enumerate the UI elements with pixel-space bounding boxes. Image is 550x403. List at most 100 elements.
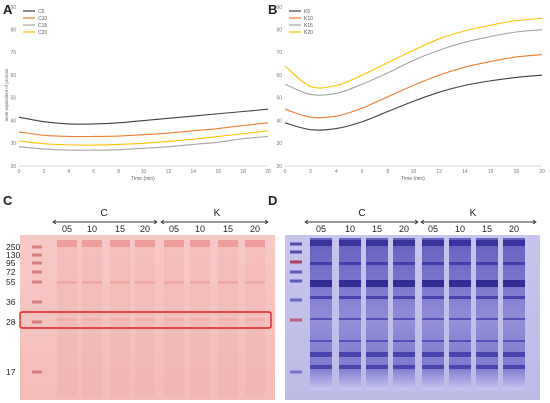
chartB-series-line-k20	[284, 17, 543, 89]
gel-c-band	[135, 281, 155, 284]
gelC-group-arrow-right-c	[153, 219, 158, 225]
gelC-group-label-k: K	[214, 208, 221, 219]
gel-c-well-band	[190, 240, 210, 247]
gel-c-band	[82, 318, 102, 321]
gel-d-band	[449, 365, 471, 369]
chartA-series-line-c10	[18, 122, 269, 138]
gel-d-band	[310, 340, 332, 342]
gelC-lane-label: 10	[195, 224, 205, 234]
chart-b: 20 30 40 50 60 70 80 90 0 2 4 6 8 10 12 14 16 18 20 K5K10…	[276, 5, 545, 182]
gel-d-band	[503, 280, 525, 287]
gel-d-band	[339, 365, 361, 369]
gel-d-band	[503, 240, 525, 246]
gel-d-band	[366, 340, 388, 342]
gelC-group-arrow-left-k	[160, 219, 165, 225]
gel-d-band	[366, 240, 388, 246]
chart-b-x-ticks: 0 2 4 6 8 10 12 14 16 18 20	[284, 169, 545, 175]
gel-d-band	[366, 280, 388, 287]
chartB-legend-label-k10: K10	[304, 16, 313, 22]
chartA-y-tick-label: 30	[10, 141, 16, 147]
chart-b-y-ticks: 20 30 40 50 60 70 80 90	[276, 5, 282, 170]
gelD-lane-label: 20	[399, 224, 409, 234]
gel-c-lane	[190, 247, 210, 397]
chartA-x-tick-label: 12	[166, 169, 172, 175]
gel-d-band	[310, 280, 332, 287]
gelD-group-arrow-left-k	[420, 219, 425, 225]
gel-c-well-band	[57, 240, 77, 247]
chartB-legend-label-k20: K20	[304, 30, 313, 36]
gel-c-marker-label: 36	[6, 297, 16, 307]
gel-c-ladder-band	[32, 320, 42, 324]
gel-c-band	[218, 281, 238, 284]
gel-d-band	[503, 318, 525, 320]
gel-c-marker-label: 17	[6, 367, 16, 377]
gel-c-lane	[82, 247, 102, 397]
gel-c-ladder-band	[32, 280, 42, 284]
gel-c-well-band	[135, 240, 155, 247]
chartA-y-tick-label: 70	[10, 50, 16, 56]
gel-c-ladder-band	[32, 261, 42, 265]
gelC-lane-label: 05	[62, 224, 72, 234]
chartB-x-tick-label: 0	[284, 169, 287, 175]
chartA-legend-label-c10: C10	[38, 16, 47, 22]
gel-d-ladder-band	[290, 260, 302, 264]
chartB-series-line-k10	[284, 54, 543, 119]
gel-d-band	[476, 240, 498, 246]
chartB-legend-label-k15: K15	[304, 23, 313, 29]
chartB-x-tick-label: 20	[539, 169, 545, 175]
gel-c-highlight-box	[19, 311, 272, 329]
gelC-lane-label: 10	[87, 224, 97, 234]
gelD-lane-label: 15	[482, 224, 492, 234]
gel-c-band	[82, 281, 102, 284]
chart-a-y-axis-label: mole equivalent of protons	[4, 68, 9, 122]
gel-d-band	[339, 352, 361, 357]
gel-c-well-band	[110, 240, 130, 247]
gelD-group-arrow-left-c	[304, 219, 309, 225]
gel-d-band	[310, 318, 332, 320]
gel-c-band	[245, 318, 265, 321]
chartB-y-tick-label: 50	[276, 96, 282, 102]
gel-d-band	[339, 318, 361, 320]
gel-d-band	[449, 340, 471, 342]
gel-c-band	[110, 281, 130, 284]
chartA-y-tick-label: 90	[10, 5, 16, 11]
gel-d-band	[393, 296, 415, 299]
gel-d-band	[476, 340, 498, 342]
gel-d-band	[393, 280, 415, 287]
gelD-group-label-k: K	[470, 208, 477, 219]
chartB-x-tick-label: 8	[386, 169, 389, 175]
gel-d-ladder-band	[290, 270, 302, 274]
gel-d-band	[476, 262, 498, 265]
gel-d-ladder-band	[290, 279, 302, 283]
gel-d-ladder-band	[290, 298, 302, 302]
gel-d-band	[422, 352, 444, 357]
gel-c-band	[57, 281, 77, 284]
chart-a-lines	[18, 108, 269, 151]
gel-d-band	[393, 240, 415, 246]
gel-c-band	[110, 318, 130, 321]
gelC-lane-label: 20	[250, 224, 260, 234]
chartA-x-tick-label: 10	[141, 169, 147, 175]
gel-d-band	[339, 262, 361, 265]
gelD-lane-label: 05	[428, 224, 438, 234]
chartB-x-tick-label: 6	[361, 169, 364, 175]
gel-d-ladder-band	[290, 370, 302, 374]
chartA-legend-label-c20: C20	[38, 30, 47, 36]
chartB-x-tick-label: 10	[411, 169, 417, 175]
chartB-y-tick-label: 40	[276, 118, 282, 124]
gel-c-lanes	[57, 240, 265, 397]
gel-d-band	[422, 365, 444, 369]
chartB-y-tick-label: 20	[276, 164, 282, 170]
gel-c-marker-label: 55	[6, 277, 16, 287]
gelC-group-arrow-left-c	[52, 219, 57, 225]
chartA-x-tick-label: 16	[215, 169, 221, 175]
gel-c-lane	[57, 247, 77, 397]
chartB-series-line-k15	[284, 29, 543, 96]
gel-c-band	[164, 281, 184, 284]
gelD-lane-label: 15	[372, 224, 382, 234]
chartA-x-tick-label: 18	[240, 169, 246, 175]
gel-d-band	[393, 365, 415, 369]
